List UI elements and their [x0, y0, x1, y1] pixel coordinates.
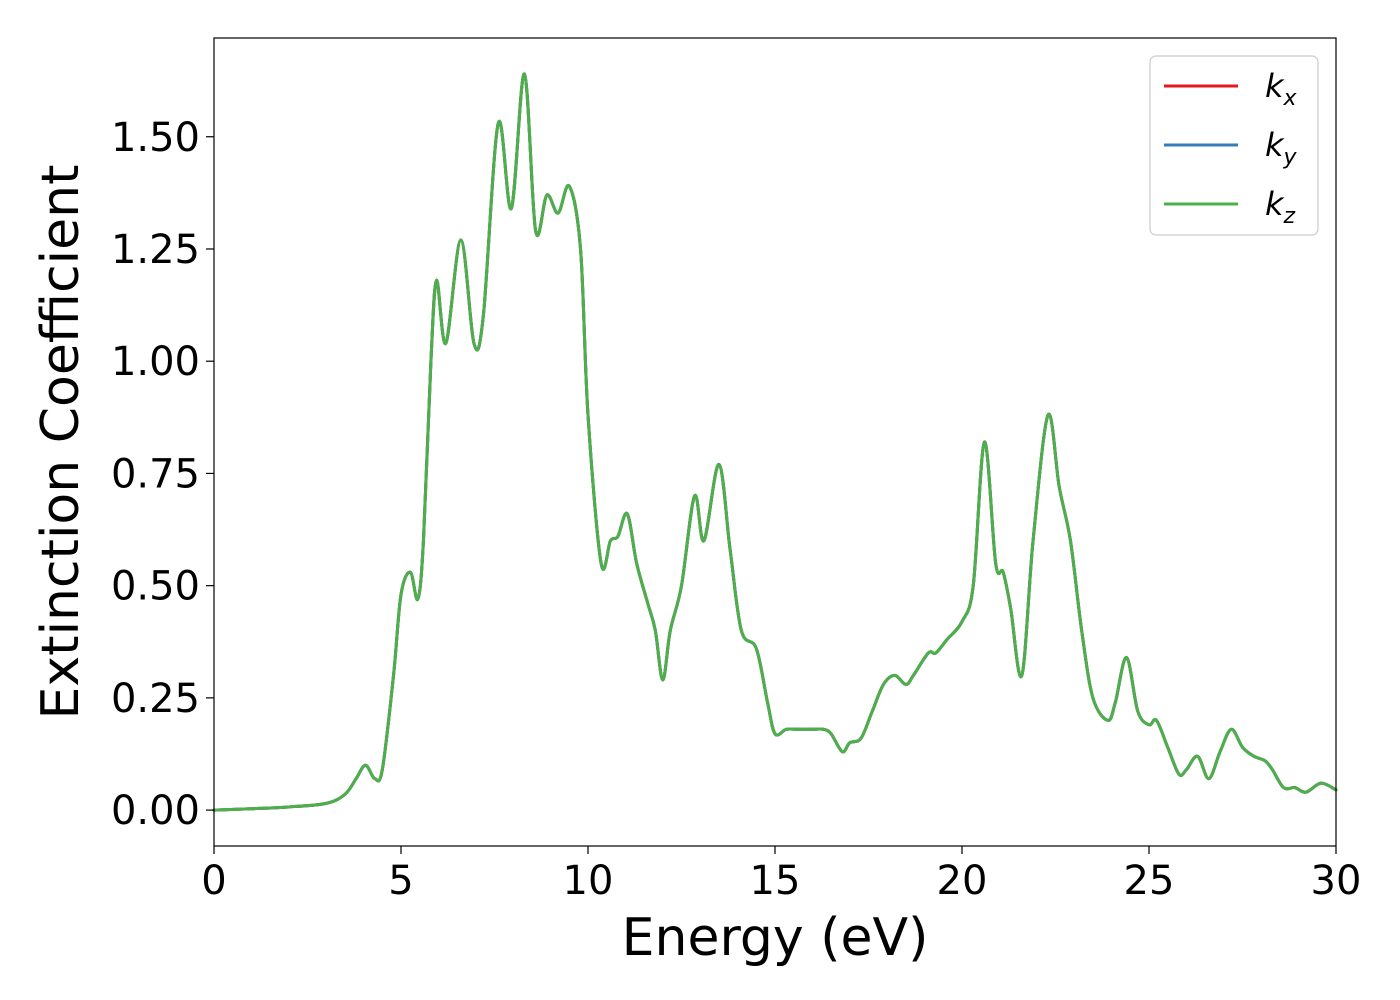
y-tick-label: 0.25	[111, 676, 200, 722]
x-axis-ticks: 0 5 10 15 20 25 30	[201, 846, 1361, 904]
legend: kx ky kz	[1149, 55, 1319, 236]
x-axis-label: Energy (eV)	[622, 908, 929, 968]
series-line-z	[212, 72, 1338, 812]
y-tick-label: 1.00	[111, 339, 200, 385]
legend-label-x: kx	[1265, 67, 1298, 111]
y-tick-label: 1.50	[111, 115, 200, 161]
legend-label-y: ky	[1265, 126, 1298, 170]
legend-label-z: kz	[1265, 185, 1296, 229]
x-tick-label: 10	[563, 858, 614, 904]
y-tick-label: 0.50	[111, 564, 200, 610]
y-axis-ticks: 0.00 0.25 0.50 0.75 1.00 1.25 1.50	[111, 115, 214, 834]
y-tick-label: 0.75	[111, 451, 200, 497]
x-tick-label: 15	[750, 858, 801, 904]
y-tick-label: 1.25	[111, 227, 200, 273]
x-tick-label: 5	[388, 858, 413, 904]
x-tick-label: 30	[1311, 858, 1362, 904]
y-axis-label: Extinction Coefficient	[31, 165, 91, 720]
plot-area-background	[214, 38, 1336, 846]
x-tick-label: 25	[1124, 858, 1175, 904]
series-layer	[212, 72, 1338, 812]
x-tick-label: 20	[937, 858, 988, 904]
y-tick-label: 0.00	[111, 788, 200, 834]
x-tick-label: 0	[201, 858, 226, 904]
